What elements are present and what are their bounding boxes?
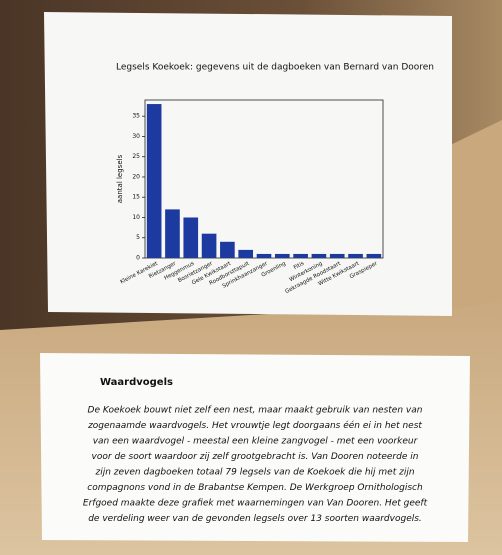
info-card bbox=[40, 353, 470, 542]
y-tick-label: 15 bbox=[132, 194, 140, 201]
card-line: compagnons vond in de Brabantse Kempen. … bbox=[87, 483, 423, 493]
card-heading: Waardvogels bbox=[100, 377, 173, 388]
bar bbox=[293, 253, 308, 258]
card-line: van een waardvogel - meestal een kleine … bbox=[93, 437, 419, 447]
chart-board bbox=[44, 12, 452, 316]
table-edge bbox=[440, 120, 502, 310]
y-tick-label: 5 bbox=[136, 234, 140, 241]
bar bbox=[165, 209, 180, 258]
bar bbox=[220, 241, 235, 258]
card-line: de verdeling weer van de gevonden legsel… bbox=[88, 514, 422, 524]
card-line: Erfgoed maakte deze grafiek met waarnemi… bbox=[83, 499, 428, 509]
bar bbox=[183, 217, 199, 258]
y-tick-label: 35 bbox=[132, 113, 140, 120]
chart-title: Legsels Koekoek: gegevens uit de dagboek… bbox=[116, 63, 434, 73]
bar bbox=[348, 253, 363, 258]
y-tick-label: 25 bbox=[132, 153, 140, 160]
x-tick-label: Fitis bbox=[293, 261, 306, 271]
bar bbox=[201, 233, 217, 258]
card-line: De Koekoek bouwt niet zelf een nest, maa… bbox=[88, 406, 423, 416]
bar bbox=[238, 249, 254, 258]
y-axis-label: aantal legsels bbox=[116, 154, 124, 203]
bar bbox=[256, 253, 272, 258]
y-tick-label: 30 bbox=[132, 133, 140, 140]
bar bbox=[274, 253, 290, 258]
card-text: De Koekoek bouwt niet zelf een nest, maa… bbox=[83, 406, 428, 525]
bar bbox=[146, 104, 162, 258]
bar bbox=[329, 253, 345, 258]
bar bbox=[366, 253, 382, 258]
card-line: zijn zeven dagboeken totaal 79 legsels v… bbox=[94, 468, 414, 478]
bar bbox=[311, 253, 327, 258]
y-tick-label: 10 bbox=[132, 214, 140, 221]
y-tick-label: 20 bbox=[132, 173, 140, 180]
y-tick-label: 0 bbox=[136, 255, 140, 262]
card-line: zogenaamde waardvogels. Het vrouwtje leg… bbox=[87, 420, 422, 431]
card-line: voor de soort waardoor zij zelf grootgeb… bbox=[92, 452, 419, 462]
